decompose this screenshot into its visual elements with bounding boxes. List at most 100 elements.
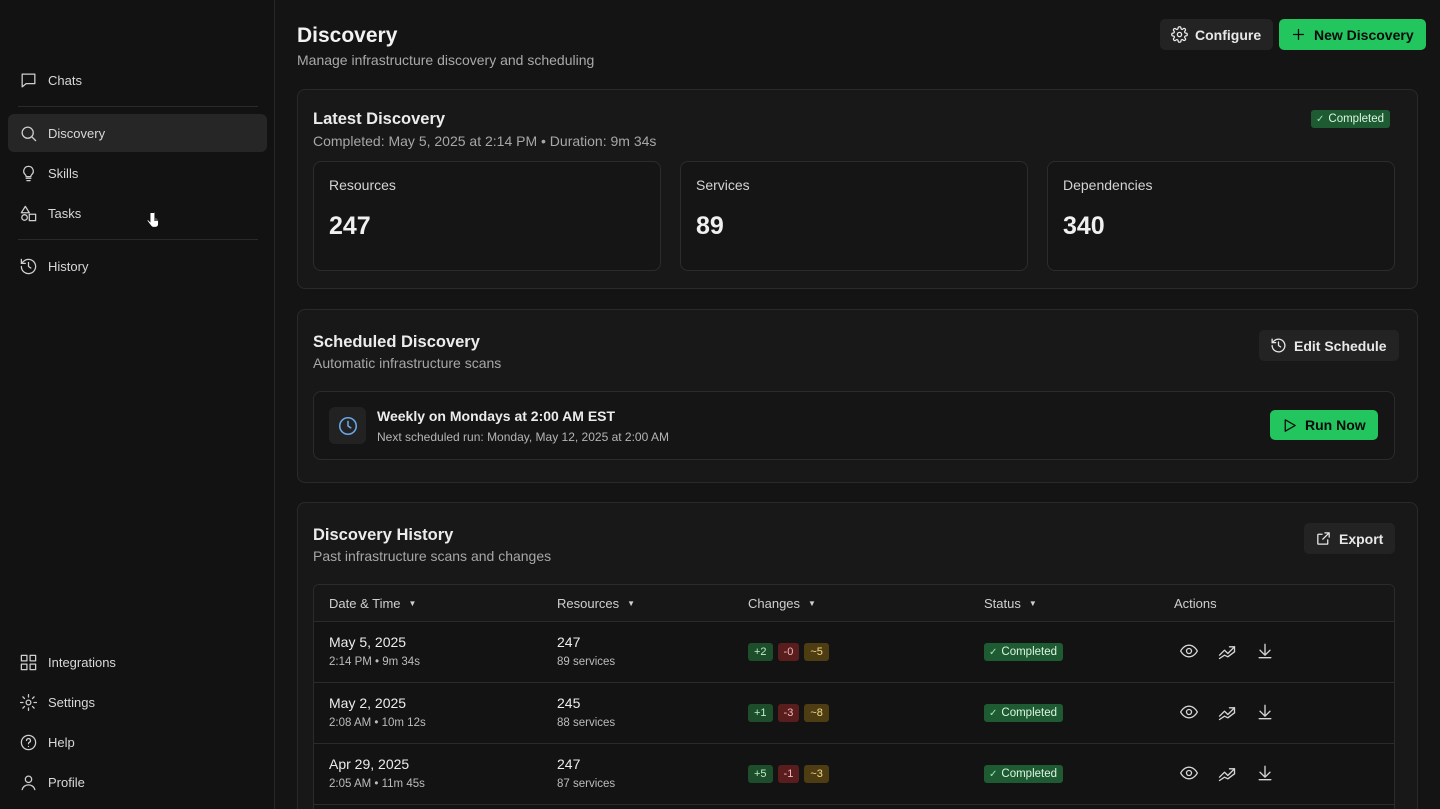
gear-icon	[18, 692, 38, 712]
check-icon: ✓	[989, 646, 998, 658]
scheduled-discovery-card: Scheduled Discovery Automatic infrastruc…	[297, 309, 1418, 483]
compare-button[interactable]	[1217, 763, 1237, 783]
status-badge-label: Completed	[1001, 646, 1058, 658]
table-row[interactable]: May 5, 2025 2:14 PM • 9m 34s 247 89 serv…	[314, 622, 1394, 683]
sort-caret-icon: ▼	[1028, 599, 1037, 608]
status-badge-label: Completed	[1328, 113, 1385, 125]
sidebar-item-label: History	[48, 258, 89, 274]
search-icon	[18, 123, 38, 143]
download-icon	[1258, 643, 1272, 659]
sidebar-item-settings[interactable]: Settings	[8, 683, 267, 721]
row-changes: +1 -3 ~8	[748, 704, 829, 722]
row-actions	[1179, 641, 1275, 661]
column-actions: Actions	[1174, 596, 1217, 611]
run-now-button[interactable]: Run Now	[1270, 410, 1378, 440]
column-status[interactable]: Status ▼	[984, 596, 1037, 611]
row-resources: 247	[557, 756, 581, 772]
sidebar-item-discovery[interactable]: Discovery	[8, 114, 267, 152]
scheduled-discovery-title: Scheduled Discovery	[313, 333, 480, 351]
history-icon	[18, 256, 38, 276]
column-resources[interactable]: Resources ▼	[557, 596, 635, 611]
row-time: 2:05 AM • 11m 45s	[329, 778, 425, 790]
status-badge-label: Completed	[1001, 768, 1058, 780]
status-badge: ✓ Completed	[1311, 110, 1391, 128]
sidebar-item-help[interactable]: Help	[8, 723, 267, 761]
row-time: 2:14 PM • 9m 34s	[329, 656, 420, 668]
export-button[interactable]: Export	[1304, 523, 1396, 554]
modified-chip: ~8	[804, 704, 829, 722]
stat-card-resources: Resources 247	[313, 161, 661, 271]
configure-button[interactable]: Configure	[1160, 19, 1274, 50]
row-actions	[1179, 702, 1275, 722]
sidebar-item-label: Profile	[48, 774, 85, 790]
sidebar-item-tasks[interactable]: Tasks	[8, 194, 267, 232]
view-button[interactable]	[1179, 763, 1199, 783]
discovery-history-card: Discovery History Past infrastructure sc…	[297, 502, 1418, 809]
sidebar-item-history[interactable]: History	[8, 247, 267, 285]
help-icon	[18, 732, 38, 752]
check-icon: ✓	[989, 707, 998, 719]
eye-icon	[1180, 705, 1198, 719]
status-badge: ✓ Completed	[984, 765, 1064, 783]
export-label: Export	[1339, 530, 1384, 547]
scheduled-discovery-subtitle: Automatic infrastructure scans	[313, 355, 502, 371]
added-chip: +1	[748, 704, 773, 722]
sidebar-item-profile[interactable]: Profile	[8, 763, 267, 801]
table-row[interactable]: May 2, 2025 2:08 AM • 10m 12s 245 88 ser…	[314, 683, 1394, 744]
check-icon: ✓	[1316, 113, 1325, 125]
discovery-history-subtitle: Past infrastructure scans and changes	[313, 548, 552, 564]
sidebar-item-skills[interactable]: Skills	[8, 154, 267, 192]
download-button[interactable]	[1255, 763, 1275, 783]
compare-chart-icon	[1218, 646, 1236, 660]
row-date: Apr 29, 2025	[329, 756, 410, 772]
sidebar-divider	[18, 239, 258, 240]
sidebar-item-chats[interactable]: Chats	[8, 61, 267, 99]
play-icon	[1284, 418, 1296, 432]
eye-icon	[1180, 766, 1198, 780]
status-badge: ✓ Completed	[984, 643, 1064, 661]
latest-discovery-subtitle: Completed: May 5, 2025 at 2:14 PM • Dura…	[313, 133, 657, 149]
sidebar-divider	[18, 106, 258, 107]
page-title: Discovery	[297, 24, 398, 47]
removed-chip: -1	[777, 765, 800, 783]
sidebar-item-label: Help	[48, 734, 75, 750]
row-resources: 247	[557, 634, 581, 650]
new-discovery-label: New Discovery	[1314, 26, 1414, 43]
stat-value: 340	[1063, 212, 1105, 240]
table-row[interactable]: Apr 29, 2025 2:05 AM • 11m 45s 247 87 se…	[314, 744, 1394, 805]
compare-chart-icon	[1218, 707, 1236, 721]
removed-chip: -0	[777, 643, 800, 661]
new-discovery-button[interactable]: New Discovery	[1279, 19, 1426, 50]
sidebar-item-label: Settings	[48, 694, 95, 710]
column-label: Changes	[748, 596, 801, 611]
download-icon	[1258, 765, 1272, 781]
sidebar-item-integrations[interactable]: Integrations	[8, 643, 267, 681]
discovery-history-title: Discovery History	[313, 526, 454, 544]
modified-chip: ~5	[804, 643, 829, 661]
added-chip: +5	[748, 765, 773, 783]
stat-label: Dependencies	[1063, 177, 1153, 193]
row-changes: +5 -1 ~3	[748, 765, 829, 783]
view-button[interactable]	[1179, 641, 1199, 661]
schedule-text: Weekly on Mondays at 2:00 AM EST	[377, 408, 616, 424]
view-button[interactable]	[1179, 702, 1199, 722]
column-label: Actions	[1174, 596, 1217, 611]
status-badge: ✓ Completed	[984, 704, 1064, 722]
stat-label: Services	[696, 177, 750, 193]
user-icon	[18, 772, 38, 792]
download-button[interactable]	[1255, 641, 1275, 661]
status-badge-label: Completed	[1001, 707, 1058, 719]
external-link-icon	[1317, 532, 1330, 545]
sidebar-item-label: Discovery	[48, 125, 106, 141]
column-changes[interactable]: Changes ▼	[748, 596, 816, 611]
integrations-icon	[18, 652, 38, 672]
shapes-icon	[18, 203, 38, 223]
download-icon	[1258, 704, 1272, 720]
edit-schedule-button[interactable]: Edit Schedule	[1259, 330, 1399, 361]
compare-button[interactable]	[1217, 702, 1237, 722]
compare-button[interactable]	[1217, 641, 1237, 661]
column-date-time[interactable]: Date & Time ▼	[329, 596, 416, 611]
added-chip: +2	[748, 643, 773, 661]
stat-card-services: Services 89	[680, 161, 1028, 271]
download-button[interactable]	[1255, 702, 1275, 722]
